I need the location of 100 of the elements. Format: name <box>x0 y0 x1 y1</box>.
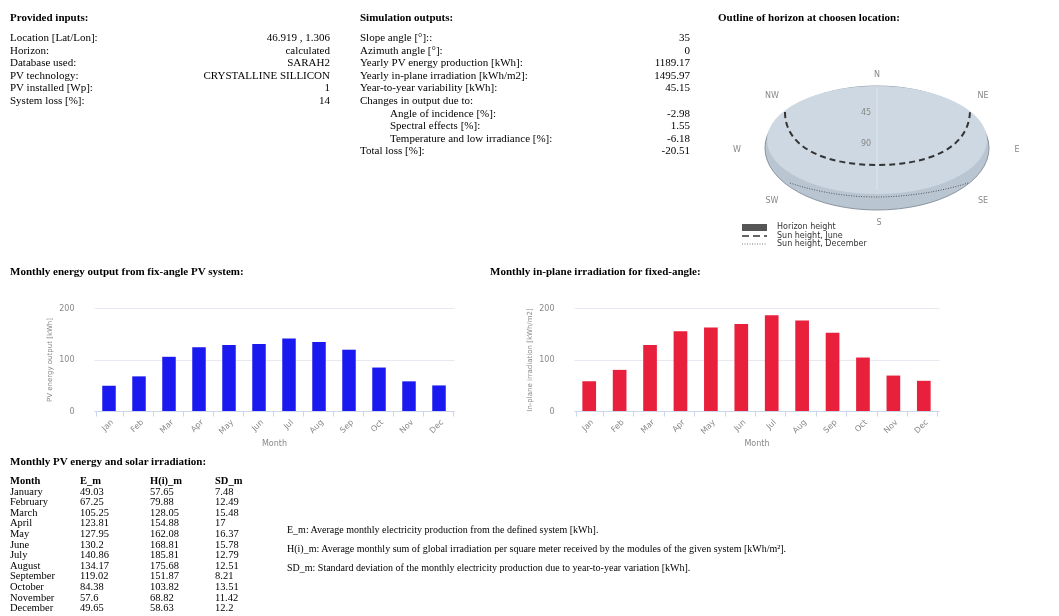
text: 162.08 <box>150 528 179 540</box>
text: July <box>10 549 28 561</box>
text: Sun height, June <box>777 231 843 240</box>
bar <box>856 357 870 411</box>
y-tick-label: 0 <box>69 406 75 416</box>
text: April <box>10 517 33 529</box>
y-tick-label: 100 <box>59 355 75 364</box>
text: E <box>1014 145 1020 154</box>
text: Outline of horizon at choosen location: <box>718 11 900 23</box>
bar <box>252 343 266 411</box>
text: 57.6 <box>80 591 99 604</box>
x-axis-title: Month <box>261 438 288 448</box>
text: 46.919 , 1.306 <box>266 31 330 43</box>
bar <box>162 356 176 411</box>
text: September <box>10 570 55 582</box>
bar <box>102 385 116 411</box>
bar <box>372 367 386 411</box>
x-tick-label: Apr <box>189 417 206 434</box>
text: 134.17 <box>80 559 109 572</box>
text: 45 <box>860 108 872 117</box>
text: 151.87 <box>150 570 179 582</box>
text: Total loss [%]: <box>360 144 425 157</box>
text: -20.51 <box>661 144 690 157</box>
bar <box>643 345 657 411</box>
text: Yearly in-plane irradiation [kWh/m2]: <box>360 68 528 81</box>
bar <box>192 347 206 411</box>
chart-title: Monthly in-plane irradiation for fixed-angle: <box>490 265 701 277</box>
text: Provided inputs: <box>10 11 89 23</box>
y-tick-label: 200 <box>539 303 555 313</box>
text: Monthly PV energy and solar irradiation: <box>10 455 207 467</box>
text: 49.65 <box>80 602 104 614</box>
text: 58.63 <box>150 602 174 614</box>
text: H(i)_m <box>150 475 183 487</box>
x-tick-label: Jul <box>763 417 778 432</box>
x-tick-label: Dec <box>427 417 446 436</box>
bar <box>673 331 688 411</box>
text: 127.95 <box>80 528 109 540</box>
text: 12.79 <box>215 549 239 561</box>
text: 84.38 <box>80 581 104 593</box>
text: February <box>10 496 48 508</box>
text: CRYSTALLINE SILLICON <box>203 68 330 81</box>
text: E_m <box>80 475 101 487</box>
text: Spectral effects [%]: <box>390 119 481 132</box>
text: 154.88 <box>150 517 179 529</box>
text: 119.02 <box>80 570 109 582</box>
x-axis-title: Month <box>744 438 770 448</box>
text: January <box>10 485 43 497</box>
y-tick-label: 100 <box>539 355 555 364</box>
bar <box>222 345 236 411</box>
bar <box>342 349 356 411</box>
text: Changes in output due to: <box>360 94 474 106</box>
text: March <box>10 506 38 519</box>
x-tick-label: Jun <box>249 417 266 434</box>
text: SW <box>765 196 779 205</box>
text: Year-to-year variability [kWh]: <box>360 81 498 94</box>
text: PV technology: <box>10 68 79 81</box>
text: 17 <box>215 517 226 529</box>
text: June <box>10 538 30 551</box>
text: Azimuth angle [°]: <box>360 43 443 56</box>
text: -2.98 <box>667 106 690 119</box>
bar <box>916 380 931 411</box>
text: Horizon: <box>10 43 50 56</box>
text: 12.2 <box>215 602 234 614</box>
x-tick-label: Nov <box>882 417 900 436</box>
text: 35 <box>679 31 690 43</box>
text: Yearly PV energy production [kWh]: <box>360 56 523 69</box>
text: 15.48 <box>215 506 239 519</box>
bar <box>402 381 416 411</box>
text: November <box>10 591 55 604</box>
bar <box>282 338 296 411</box>
text: 15.78 <box>215 538 239 551</box>
text: December <box>10 602 54 614</box>
text: Sun height, December <box>777 239 867 248</box>
text: Slope angle [°]:: <box>360 31 433 43</box>
text: Database used: <box>10 56 77 69</box>
x-tick-label: Jul <box>281 417 296 432</box>
bar <box>795 320 809 411</box>
text: 1.55 <box>670 119 690 132</box>
text: calculated <box>285 43 330 56</box>
bar <box>704 327 718 411</box>
text: 12.51 <box>215 559 239 572</box>
bar <box>582 381 597 411</box>
text: N <box>874 70 880 79</box>
text: Angle of incidence [%]: <box>390 106 496 119</box>
text: 68.82 <box>150 591 174 604</box>
text: 11.42 <box>215 591 239 604</box>
text: 1495.97 <box>654 68 690 81</box>
text: E_m: Average monthly electricity production from the defined system [kWh]. <box>287 524 599 535</box>
text: 185.81 <box>150 549 179 561</box>
text: NW <box>765 91 779 100</box>
text: 57.65 <box>150 485 174 498</box>
x-tick-label: Nov <box>397 417 416 436</box>
text: SD_m <box>215 475 243 487</box>
text: 14 <box>319 94 330 106</box>
text: SARAH2 <box>287 56 330 69</box>
bar <box>886 375 901 411</box>
text: PV installed [Wp]: <box>10 81 93 94</box>
text: Location [Lat/Lon]: <box>10 31 98 43</box>
text: S <box>876 218 882 227</box>
text: Horizon height <box>777 222 836 231</box>
